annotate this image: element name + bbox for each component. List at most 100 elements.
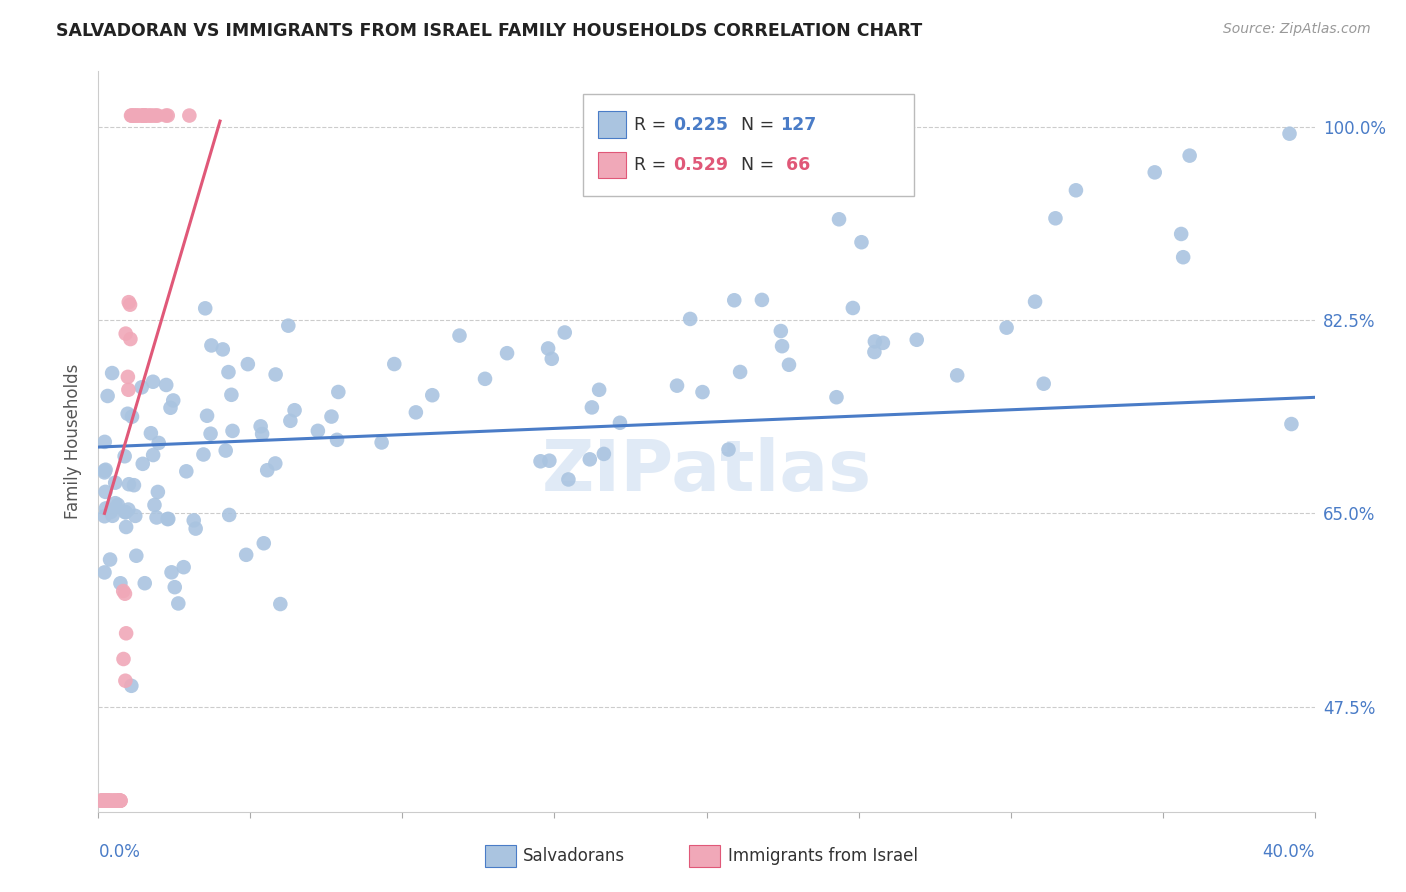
Text: N =: N =	[741, 116, 780, 134]
Point	[122, 109, 145, 123]
Point	[117, 502, 139, 516]
Point	[183, 513, 205, 527]
Point	[666, 378, 689, 392]
Point	[496, 346, 519, 360]
Point	[769, 324, 792, 338]
Point	[139, 109, 162, 123]
Point	[176, 464, 198, 478]
Point	[90, 794, 112, 808]
Point	[108, 794, 131, 808]
Point	[160, 566, 183, 580]
Point	[94, 501, 117, 516]
Point	[851, 235, 873, 250]
Point	[842, 301, 865, 315]
Point	[200, 338, 222, 352]
Text: N =: N =	[741, 156, 780, 174]
Point	[280, 414, 302, 428]
Point	[134, 576, 156, 591]
Point	[117, 407, 139, 421]
Point	[125, 109, 148, 123]
Point	[1281, 417, 1303, 431]
Point	[108, 794, 131, 808]
Point	[728, 365, 751, 379]
Point	[93, 466, 115, 480]
Point	[321, 409, 343, 424]
Point	[538, 453, 561, 467]
Point	[97, 794, 120, 808]
Point	[134, 109, 156, 123]
Point	[146, 109, 169, 123]
Point	[211, 343, 233, 357]
Point	[110, 794, 132, 808]
Point	[474, 372, 496, 386]
Point	[100, 505, 122, 519]
Text: 0.529: 0.529	[673, 156, 728, 174]
Point	[592, 447, 614, 461]
Point	[256, 463, 278, 477]
Point	[159, 401, 181, 415]
Point	[217, 365, 239, 379]
Point	[405, 405, 427, 419]
Point	[107, 794, 129, 808]
Point	[105, 794, 128, 808]
Point	[132, 109, 155, 123]
Point	[828, 212, 851, 227]
Point	[148, 436, 170, 450]
Point	[142, 375, 165, 389]
Point	[284, 403, 307, 417]
Point	[751, 293, 773, 307]
Point	[134, 109, 156, 123]
Point	[863, 345, 886, 359]
Point	[139, 426, 162, 441]
Point	[93, 464, 115, 478]
Point	[995, 320, 1018, 334]
Point	[328, 384, 350, 399]
Point	[167, 597, 190, 611]
Point	[94, 463, 117, 477]
Text: R =: R =	[634, 116, 672, 134]
Point	[120, 332, 142, 346]
Point	[194, 301, 217, 316]
Point	[557, 473, 579, 487]
Text: 66: 66	[780, 156, 811, 174]
Point	[253, 536, 276, 550]
Text: ZIPatlas: ZIPatlas	[541, 437, 872, 506]
Point	[90, 794, 112, 808]
Point	[96, 794, 118, 808]
Point	[145, 510, 167, 524]
Point	[132, 457, 155, 471]
Point	[122, 478, 145, 492]
Point	[105, 794, 128, 808]
Point	[218, 508, 240, 522]
Point	[96, 794, 118, 808]
Point	[98, 794, 121, 808]
Point	[193, 448, 215, 462]
Text: 0.0%: 0.0%	[98, 843, 141, 861]
Point	[97, 794, 120, 808]
Point	[117, 370, 139, 384]
Point	[269, 597, 291, 611]
Point	[540, 351, 562, 366]
Point	[101, 508, 124, 523]
Point	[723, 293, 745, 308]
Point	[132, 109, 155, 123]
Point	[128, 109, 150, 123]
Point	[112, 584, 135, 599]
Point	[97, 794, 120, 808]
Point	[145, 109, 167, 123]
Text: 0.225: 0.225	[673, 116, 728, 134]
Point	[905, 333, 928, 347]
Point	[770, 339, 793, 353]
Text: 127: 127	[780, 116, 817, 134]
Point	[264, 368, 287, 382]
Point	[825, 390, 848, 404]
Point	[609, 416, 631, 430]
Point	[717, 442, 740, 457]
Point	[121, 109, 143, 123]
Point	[863, 334, 886, 349]
Point	[103, 794, 125, 808]
Point	[114, 587, 136, 601]
Point	[382, 357, 405, 371]
Point	[420, 388, 443, 402]
Point	[90, 794, 112, 808]
